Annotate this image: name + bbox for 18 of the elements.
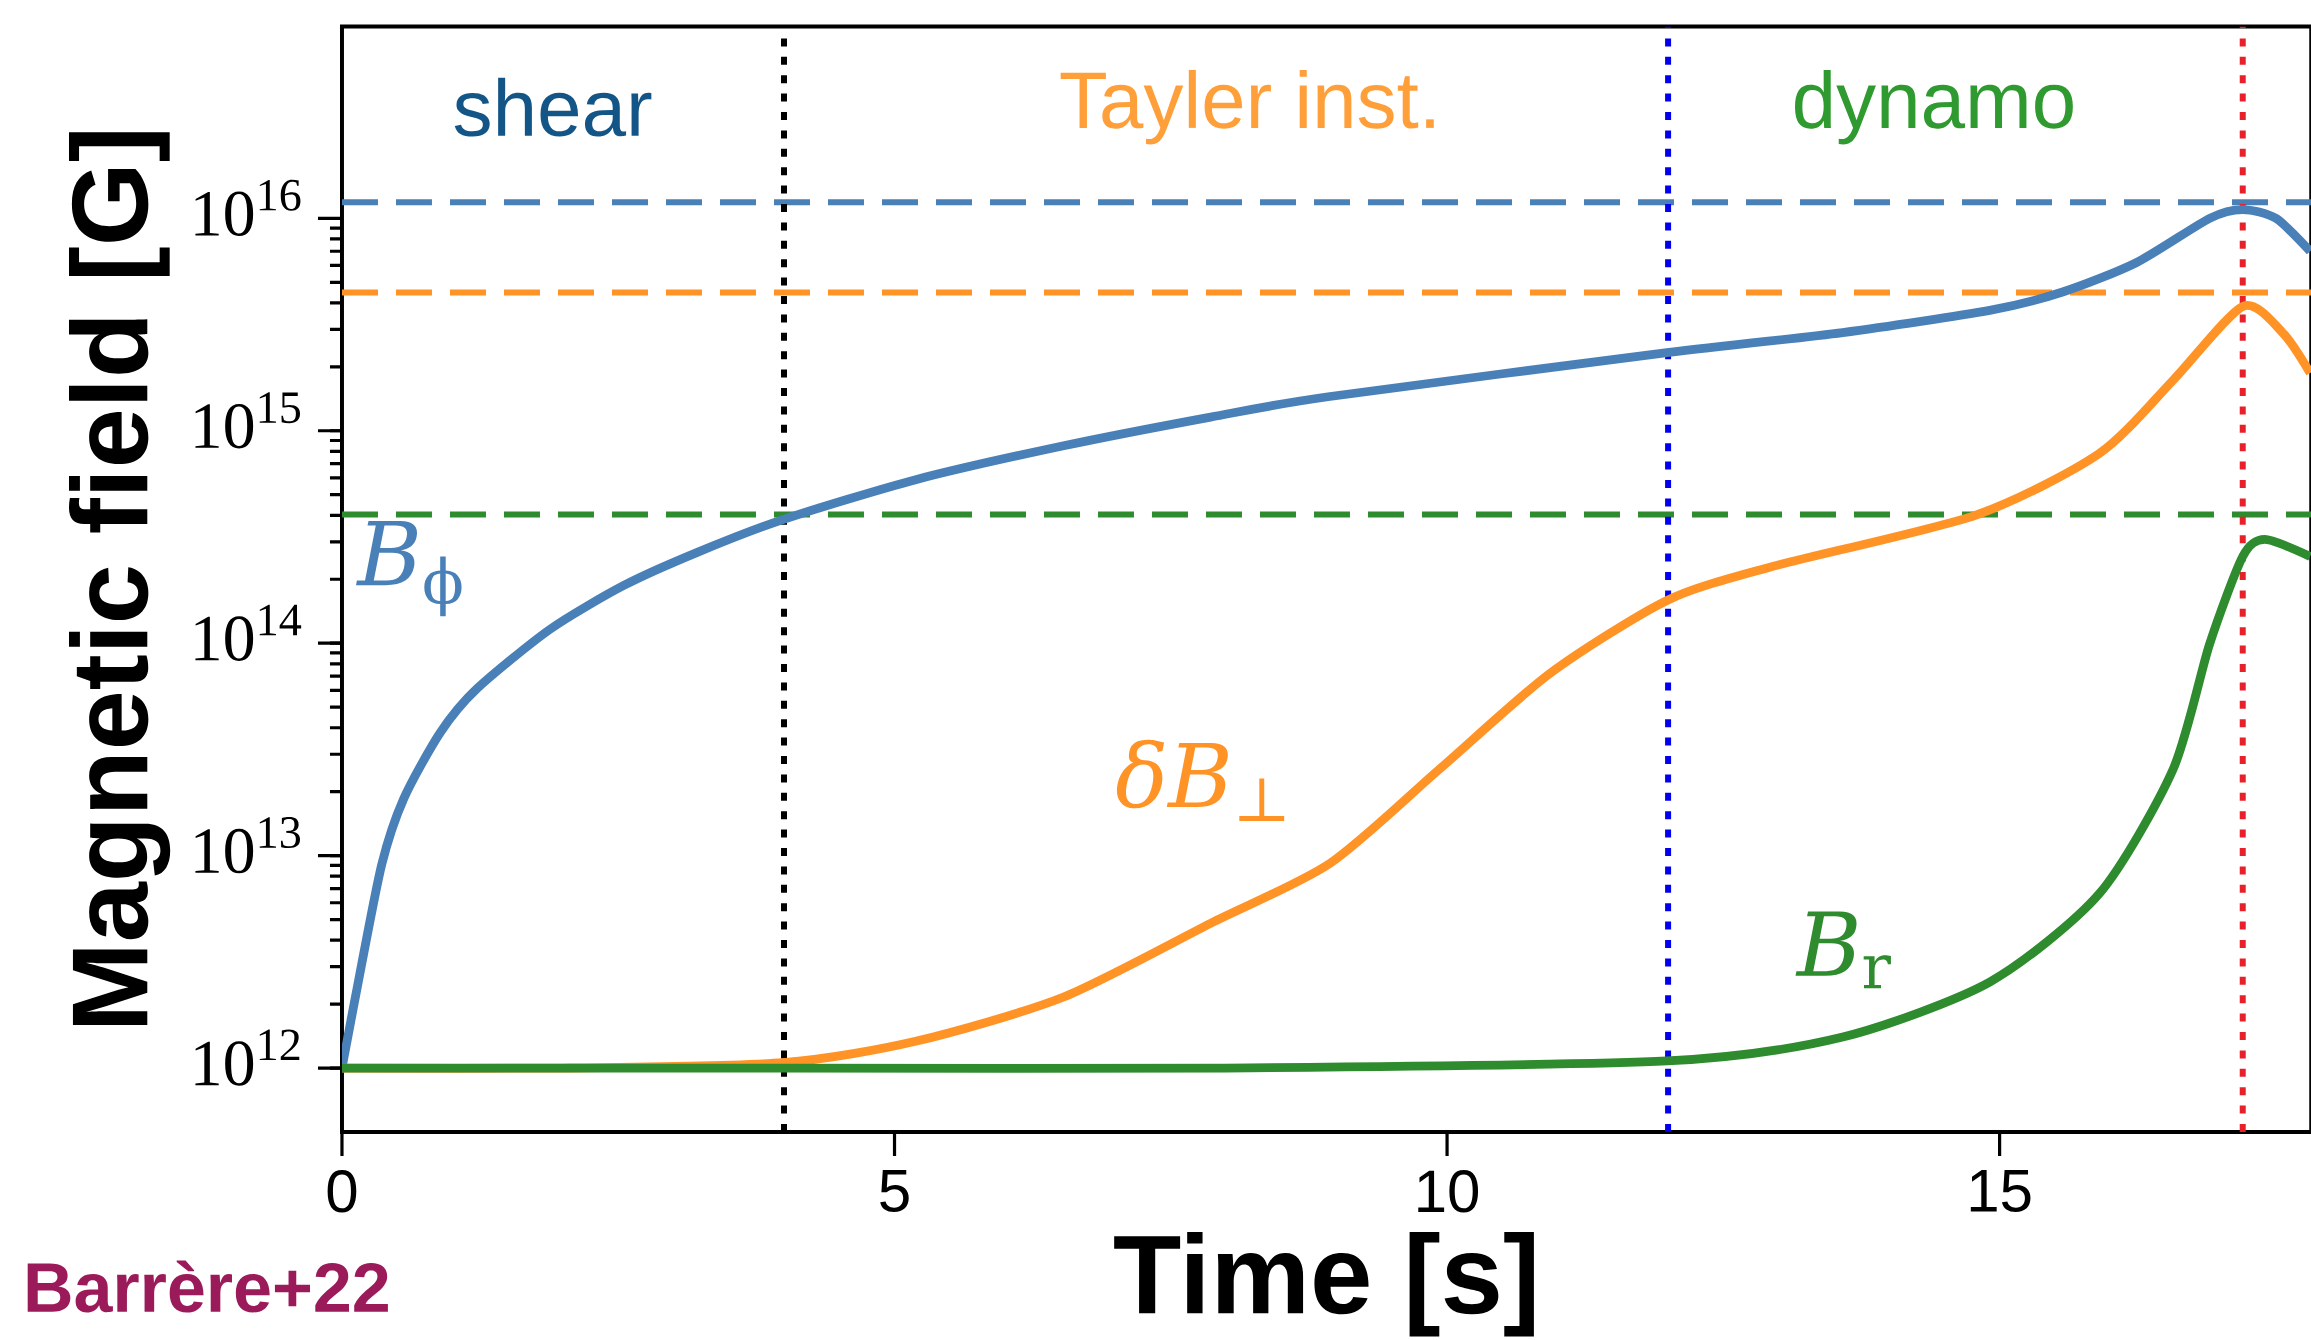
series-label: B$_{r}$: [1795, 911, 1891, 989]
series-label: δB$_{⊥}$: [1116, 739, 1285, 821]
x-tick-label: 0: [327, 1170, 357, 1213]
text: Barrère+22: [27, 1260, 388, 1313]
annotation: Tayler inst.: [1060, 69, 1434, 145]
y-tick-label: 10$^{12}$: [195, 1029, 300, 1086]
x-tick-label: 15: [1970, 1170, 2031, 1212]
y-tick-label: 10$^{15}$: [195, 392, 301, 449]
x-tick-label: 5: [880, 1170, 909, 1212]
series-label: B$_{ϕ}$: [356, 520, 462, 617]
y-axis-title: Magnetic field [G]: [69, 132, 171, 1026]
annotation: shear: [454, 77, 652, 137]
annotation: dynamo: [1795, 69, 2073, 145]
y-tick-label: 10$^{14}$: [195, 604, 302, 661]
x-axis-title: Time [s]: [1114, 1232, 1534, 1337]
y-tick-label: 10$^{16}$: [195, 179, 301, 237]
y-tick-label: 10$^{13}$: [195, 817, 301, 874]
x-tick-label: 10: [1418, 1170, 1479, 1213]
